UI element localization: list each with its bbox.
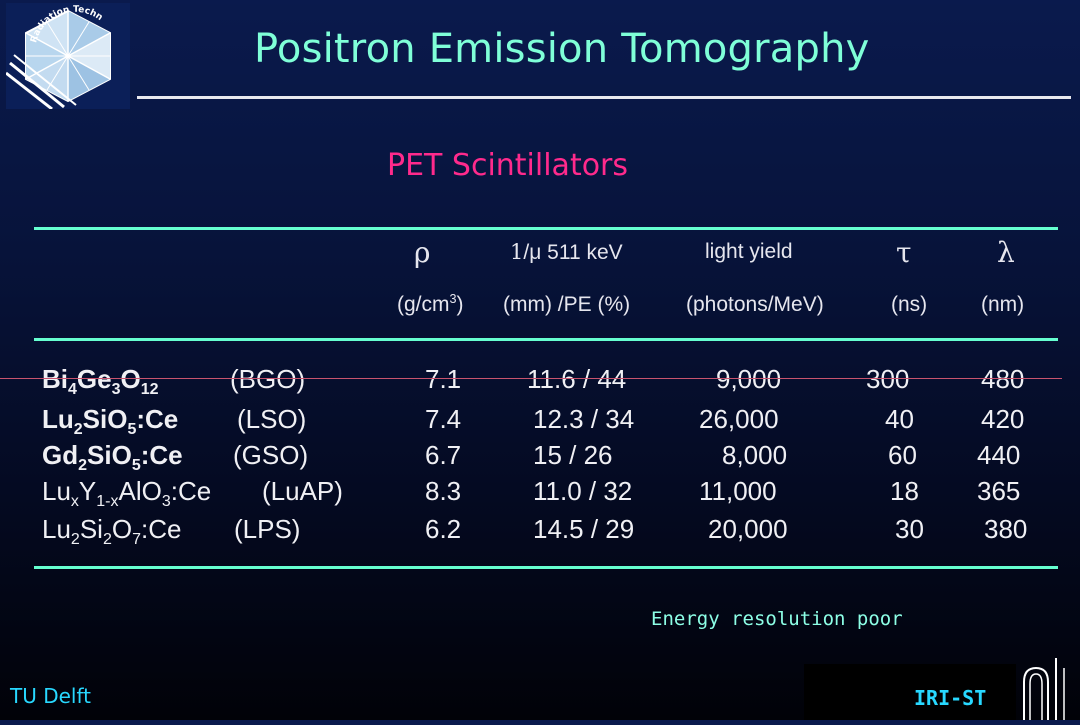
- formula-part: O: [111, 514, 133, 544]
- material-formula: Bi4Ge3O12: [42, 364, 159, 398]
- table-header-rule: [34, 338, 1058, 341]
- row-density: 8.3: [425, 476, 462, 506]
- row-decay-time: 300: [866, 364, 910, 394]
- unit-rho-exponent: 3: [449, 292, 457, 306]
- formula-part: :Ce: [136, 404, 179, 434]
- formula-part: :Ce: [141, 514, 182, 544]
- formula-part: Gd: [42, 440, 79, 470]
- row-abbreviation: (GSO): [233, 440, 309, 470]
- energy-resolution-note: Energy resolution poor: [651, 608, 903, 630]
- formula-part: x: [70, 493, 79, 511]
- formula-part: Lu: [42, 404, 74, 434]
- unit-rho: (g/cm3): [397, 293, 464, 317]
- material-formula: Lu2SiO5:Ce: [42, 404, 179, 438]
- title-divider: [137, 96, 1071, 99]
- reactor-arch-icon: [1016, 658, 1080, 720]
- row-light-yield: 26,000: [699, 404, 779, 434]
- formula-part: 12: [140, 381, 159, 399]
- row-density: 7.1: [425, 364, 462, 394]
- formula-part: 5: [131, 457, 141, 475]
- formula-part: AlO: [118, 476, 162, 506]
- slide-subtitle: PET Scintillators: [387, 148, 629, 183]
- formula-part: 5: [127, 421, 137, 439]
- formula-part: 7: [132, 531, 141, 549]
- formula-part: 2: [78, 457, 88, 475]
- formula-part: 3: [161, 493, 171, 511]
- row-density: 6.7: [425, 440, 462, 470]
- row-material: Lu2SiO5:Ce: [42, 404, 179, 438]
- radiation-technology-logo: Radiation Technology: [3, 0, 130, 111]
- row-wavelength: 440: [977, 440, 1021, 470]
- row-decay-time: 40: [885, 404, 914, 434]
- row-attenuation: 11.0 / 32: [533, 476, 633, 506]
- header-attenuation: 1/μ 511 keV: [510, 240, 623, 265]
- unit-rho-close: ): [456, 293, 464, 316]
- row-wavelength: 380: [984, 514, 1028, 544]
- row-decay-time: 60: [888, 440, 917, 470]
- header-lambda: λ: [997, 236, 1015, 269]
- row-wavelength: 480: [981, 364, 1025, 394]
- formula-part: Lu: [42, 514, 71, 544]
- unit-attenuation: (mm) /PE (%): [503, 293, 631, 316]
- footer-tu-delft: TU Delft: [10, 684, 92, 708]
- formula-part: Ge: [76, 364, 112, 394]
- row-abbreviation: (LuAP): [262, 476, 343, 506]
- row-wavelength: 420: [981, 404, 1025, 434]
- header-rho: ρ: [414, 236, 431, 269]
- row-light-yield: 20,000: [708, 514, 788, 544]
- row-material: LuxY1-xAlO3:Ce: [42, 476, 212, 510]
- row-material: Lu2Si2O7:Ce: [42, 514, 182, 548]
- row-material: Bi4Ge3O12: [42, 364, 159, 398]
- row-decay-time: 18: [890, 476, 919, 506]
- row-light-yield: 8,000: [722, 440, 788, 470]
- unit-light-yield: (photons/MeV): [686, 293, 824, 316]
- unit-rho-label: (g/cm: [397, 293, 450, 316]
- row-wavelength: 365: [977, 476, 1021, 506]
- formula-part: 2: [73, 421, 83, 439]
- formula-part: 1-x: [96, 493, 119, 511]
- row-material: Gd2SiO5:Ce: [42, 440, 183, 474]
- footer-iri-st: IRI-ST: [914, 686, 987, 710]
- formula-part: Si: [79, 514, 103, 544]
- material-formula: LuxY1-xAlO3:Ce: [42, 476, 212, 510]
- formula-part: Bi: [42, 364, 68, 394]
- row-abbreviation: (BGO): [230, 364, 306, 394]
- material-formula: Gd2SiO5:Ce: [42, 440, 183, 474]
- unit-tau: (ns): [891, 293, 928, 316]
- row-attenuation: 14.5 / 29: [533, 514, 635, 544]
- formula-part: 2: [102, 531, 112, 549]
- row-light-yield: 9,000: [716, 364, 782, 394]
- formula-part: :Ce: [170, 476, 212, 506]
- row-attenuation: 15 / 26: [533, 440, 613, 470]
- slide-title: Positron Emission Tomography: [254, 26, 870, 72]
- formula-part: 2: [70, 531, 80, 549]
- row-decay-time: 30: [895, 514, 924, 544]
- formula-part: SiO: [87, 440, 132, 470]
- header-tau: τ: [896, 236, 912, 269]
- row-density: 6.2: [425, 514, 462, 544]
- formula-part: Y: [78, 476, 97, 506]
- header-attenuation-label: /μ 511 keV: [523, 241, 623, 264]
- table-bottom-rule: [34, 566, 1058, 569]
- row-abbreviation: (LSO): [237, 404, 307, 434]
- row-light-yield: 11,000: [699, 476, 777, 506]
- highlight-line: [0, 378, 1062, 379]
- header-attenuation-prefix: 1: [510, 240, 524, 264]
- formula-part: 3: [111, 381, 121, 399]
- row-attenuation: 11.6 / 44: [527, 364, 627, 394]
- row-attenuation: 12.3 / 34: [533, 404, 635, 434]
- row-density: 7.4: [425, 404, 462, 434]
- row-abbreviation: (LPS): [234, 514, 301, 544]
- header-light-yield: light yield: [705, 240, 793, 263]
- unit-lambda: (nm): [981, 293, 1025, 316]
- table-top-rule: [34, 227, 1058, 230]
- formula-part: 4: [68, 381, 77, 399]
- formula-part: :Ce: [140, 440, 183, 470]
- formula-part: SiO: [82, 404, 128, 434]
- footer-panel: [804, 664, 1016, 720]
- material-formula: Lu2Si2O7:Ce: [42, 514, 182, 548]
- formula-part: O: [120, 364, 141, 394]
- formula-part: Lu: [42, 476, 71, 506]
